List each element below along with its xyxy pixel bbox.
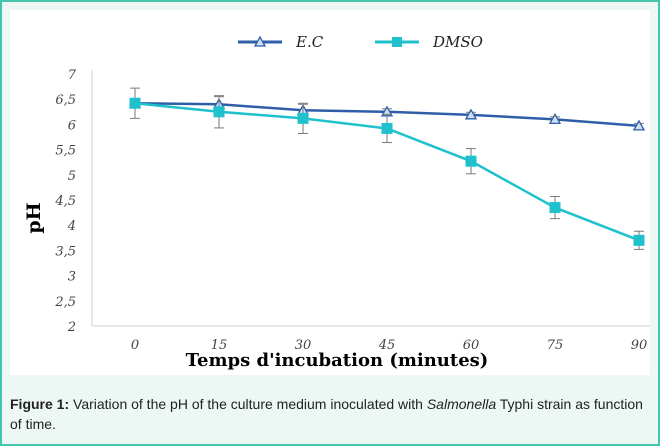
y-tick-label: 7 [68,68,77,83]
data-point [381,122,393,134]
data-point [633,234,645,246]
data-point [465,155,477,167]
legend-item: E.C [238,33,324,51]
caption-italic: Salmonella [426,396,497,412]
x-tick-label: 30 [295,338,312,353]
y-tick-label: 6,5 [55,93,76,108]
x-tick-label: 60 [463,338,480,353]
data-point [632,119,646,131]
y-tick-label: 5 [68,169,76,184]
x-tick-label: 0 [131,338,139,353]
data-point [297,112,309,124]
y-tick-label: 6 [68,118,76,133]
x-axis-label: Temps d'incubation (minutes) [186,350,489,371]
legend-label: E.C [295,33,324,51]
caption-text-after: Typhi strain as function of time. [10,396,643,432]
caption-label: Figure 1: [10,396,70,412]
legend-label: DMSO [432,33,483,51]
legend-marker [253,35,267,47]
x-axis: 0 15 30 45 60 75 90 [92,325,650,353]
x-tick-label: 75 [547,338,564,353]
series-dmso [129,87,645,250]
y-tick-label: 2,5 [54,295,76,310]
data-point [548,113,562,125]
data-point [213,106,225,118]
y-axis: 2 2,5 3 3,5 4 4,5 5 5,5 6 6,5 7 [54,68,93,335]
y-tick-label: 2 [67,320,76,335]
y-tick-label: 3,5 [55,244,76,259]
data-point [549,202,561,214]
y-tick-label: 4,5 [54,194,76,209]
line-chart: E.C DMSO 2 2,5 3 3,5 4 4,5 5 5,5 6 6,5 7 0 15 30 45 60 7… [23,33,650,371]
x-tick-label: 45 [378,338,396,353]
legend: E.C DMSO [238,33,483,51]
legend-item: DMSO [375,33,483,51]
y-tick-label: 4 [67,219,76,234]
legend-marker [392,37,402,47]
caption-text-before: Variation of the pH of the culture mediu… [69,396,427,412]
chart-area: E.C DMSO 2 2,5 3 3,5 4 4,5 5 5,5 6 6,5 7 0 15 30 45 60 7… [10,10,650,375]
data-point [464,108,478,120]
y-tick-label: 5,5 [55,144,76,159]
x-tick-label: 15 [211,338,228,353]
data-point [129,97,141,109]
x-tick-label: 90 [631,338,648,353]
figure-caption: Figure 1: Variation of the pH of the cul… [10,394,655,434]
y-axis-label: pH [23,202,45,233]
y-tick-label: 3 [68,270,76,285]
series-layer [128,87,646,250]
